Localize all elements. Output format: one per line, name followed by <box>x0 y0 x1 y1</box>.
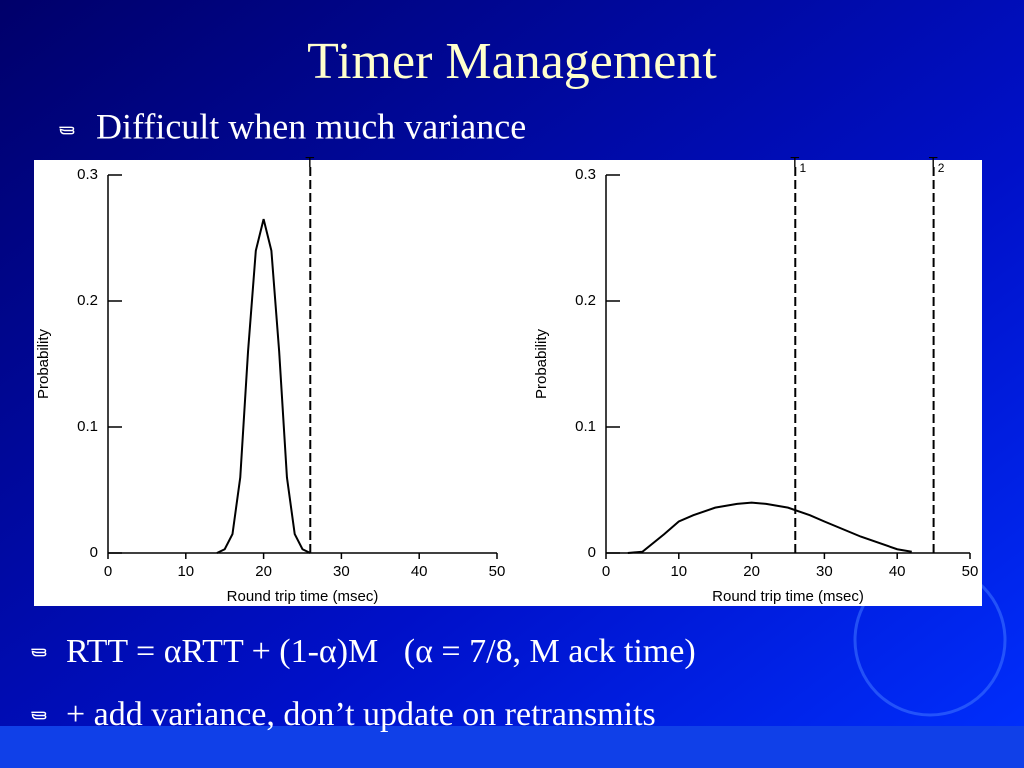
chart-panel <box>34 160 982 606</box>
y-axis-label: Probability <box>35 328 52 399</box>
x-tick-label: 20 <box>255 563 272 580</box>
data-line <box>216 218 311 554</box>
bottom-band <box>0 726 1024 768</box>
y-tick-label: 0.1 <box>77 418 98 435</box>
bullet: RTT = αRTT + (1-α)M (α = 7/8, M ack time… <box>66 633 696 670</box>
y-tick-label: 0.3 <box>77 166 98 183</box>
x-tick-label: 10 <box>177 563 194 580</box>
x-tick-label: 50 <box>962 563 979 580</box>
x-axis-label: Round trip time (msec) <box>227 588 379 605</box>
x-tick-label: 20 <box>743 563 760 580</box>
bullet: Difficult when much variance <box>96 106 526 146</box>
x-tick-label: 10 <box>670 563 687 580</box>
y-tick-label: 0.3 <box>575 166 596 183</box>
threshold-subscript: 1 <box>799 161 806 175</box>
threshold-subscript: 2 <box>938 161 945 175</box>
x-tick-label: 30 <box>816 563 833 580</box>
x-tick-label: 40 <box>889 563 906 580</box>
y-axis-label: Probability <box>533 328 550 399</box>
x-axis-label: Round trip time (msec) <box>712 588 864 605</box>
slide-title: Timer Management <box>307 33 717 90</box>
y-tick-label: 0.1 <box>575 418 596 435</box>
x-tick-label: 40 <box>411 563 428 580</box>
y-tick-label: 0.2 <box>575 292 596 309</box>
data-line <box>627 501 912 554</box>
x-tick-label: 50 <box>489 563 506 580</box>
y-tick-label: 0.2 <box>77 292 98 309</box>
x-tick-label: 0 <box>602 563 610 580</box>
y-tick-label: 0 <box>588 544 596 561</box>
x-tick-label: 0 <box>104 563 112 580</box>
bullet: + add variance, don’t update on retransm… <box>66 696 656 733</box>
y-tick-label: 0 <box>90 544 98 561</box>
threshold-label: T <box>305 154 314 171</box>
x-tick-label: 30 <box>333 563 350 580</box>
